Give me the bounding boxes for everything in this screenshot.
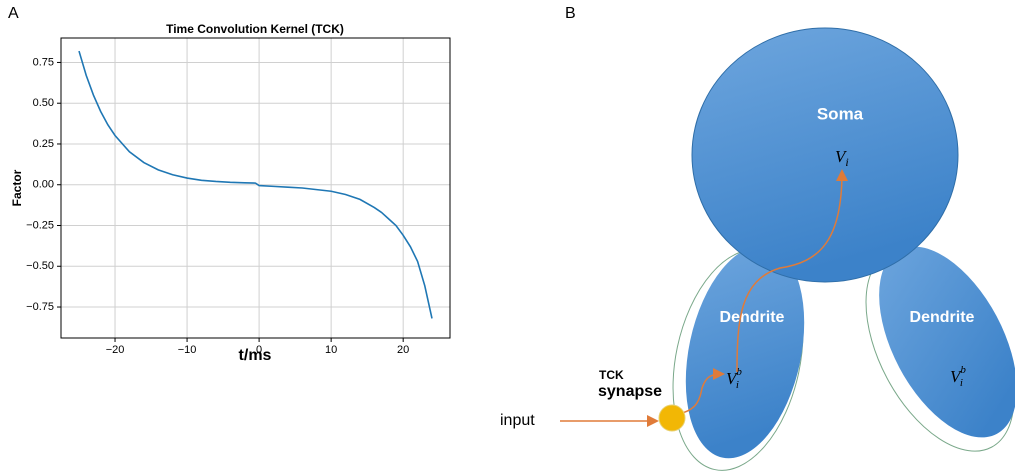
dendrite-label: Dendrite xyxy=(720,309,785,326)
symbol: V xyxy=(726,369,739,388)
y-tick-label: −0.75 xyxy=(26,301,54,313)
axes-frame xyxy=(60,37,451,339)
x-tick-label: 10 xyxy=(325,344,337,356)
subscript: i xyxy=(736,379,739,391)
soma-label: Soma xyxy=(817,104,864,123)
superscript: b xyxy=(736,366,742,378)
synapse-node xyxy=(658,404,686,432)
signal-path xyxy=(736,169,848,373)
x-axis-label: t/ms xyxy=(239,347,272,364)
symbol: V xyxy=(950,367,963,386)
superscript: b xyxy=(960,364,966,376)
y-tick-label: 0.25 xyxy=(33,138,54,150)
x-tick-label: 20 xyxy=(397,344,409,356)
symbol: V xyxy=(835,147,848,166)
dendrite-voltage: Vb i xyxy=(950,364,966,389)
subscript: i xyxy=(845,155,848,169)
y-tick-label: 0.50 xyxy=(33,97,54,109)
input-label: input xyxy=(500,412,535,429)
chart-title: Time Convolution Kernel (TCK) xyxy=(166,22,344,36)
x-tick-label: −20 xyxy=(106,344,125,356)
signal-path xyxy=(677,368,725,415)
y-tick-label: 0.75 xyxy=(33,56,54,68)
soma-voltage: Vi xyxy=(835,147,849,169)
data-line xyxy=(78,50,433,319)
panel-label: A xyxy=(8,5,19,22)
dendrite-voltage: Vb i xyxy=(726,366,742,391)
dendrite xyxy=(879,246,1015,438)
synapse-label: synapse xyxy=(598,383,662,400)
y-axis-label: Factor xyxy=(10,169,24,206)
synapse-prefix: TCK xyxy=(599,368,624,382)
soma xyxy=(691,27,959,283)
subscript: i xyxy=(960,377,963,389)
panel-label: B xyxy=(565,5,576,22)
diagram: Soma Vi Dendrite Dendrite Vb i Vb i TCK sy… xyxy=(500,27,1015,471)
x-tick-label: 0 xyxy=(256,344,262,356)
dendrite xyxy=(685,245,805,459)
y-tick-label: −0.25 xyxy=(26,219,54,231)
dendrite-label: Dendrite xyxy=(910,309,975,326)
plot-area: −0.75 −0.50 −0.25 0.00 0.25 0.50 0.75 −20 −10 0 10… xyxy=(26,37,451,356)
x-tick-label: −10 xyxy=(178,344,197,356)
y-tick-label: 0.00 xyxy=(33,179,54,191)
y-tick-label: −0.50 xyxy=(26,260,54,272)
